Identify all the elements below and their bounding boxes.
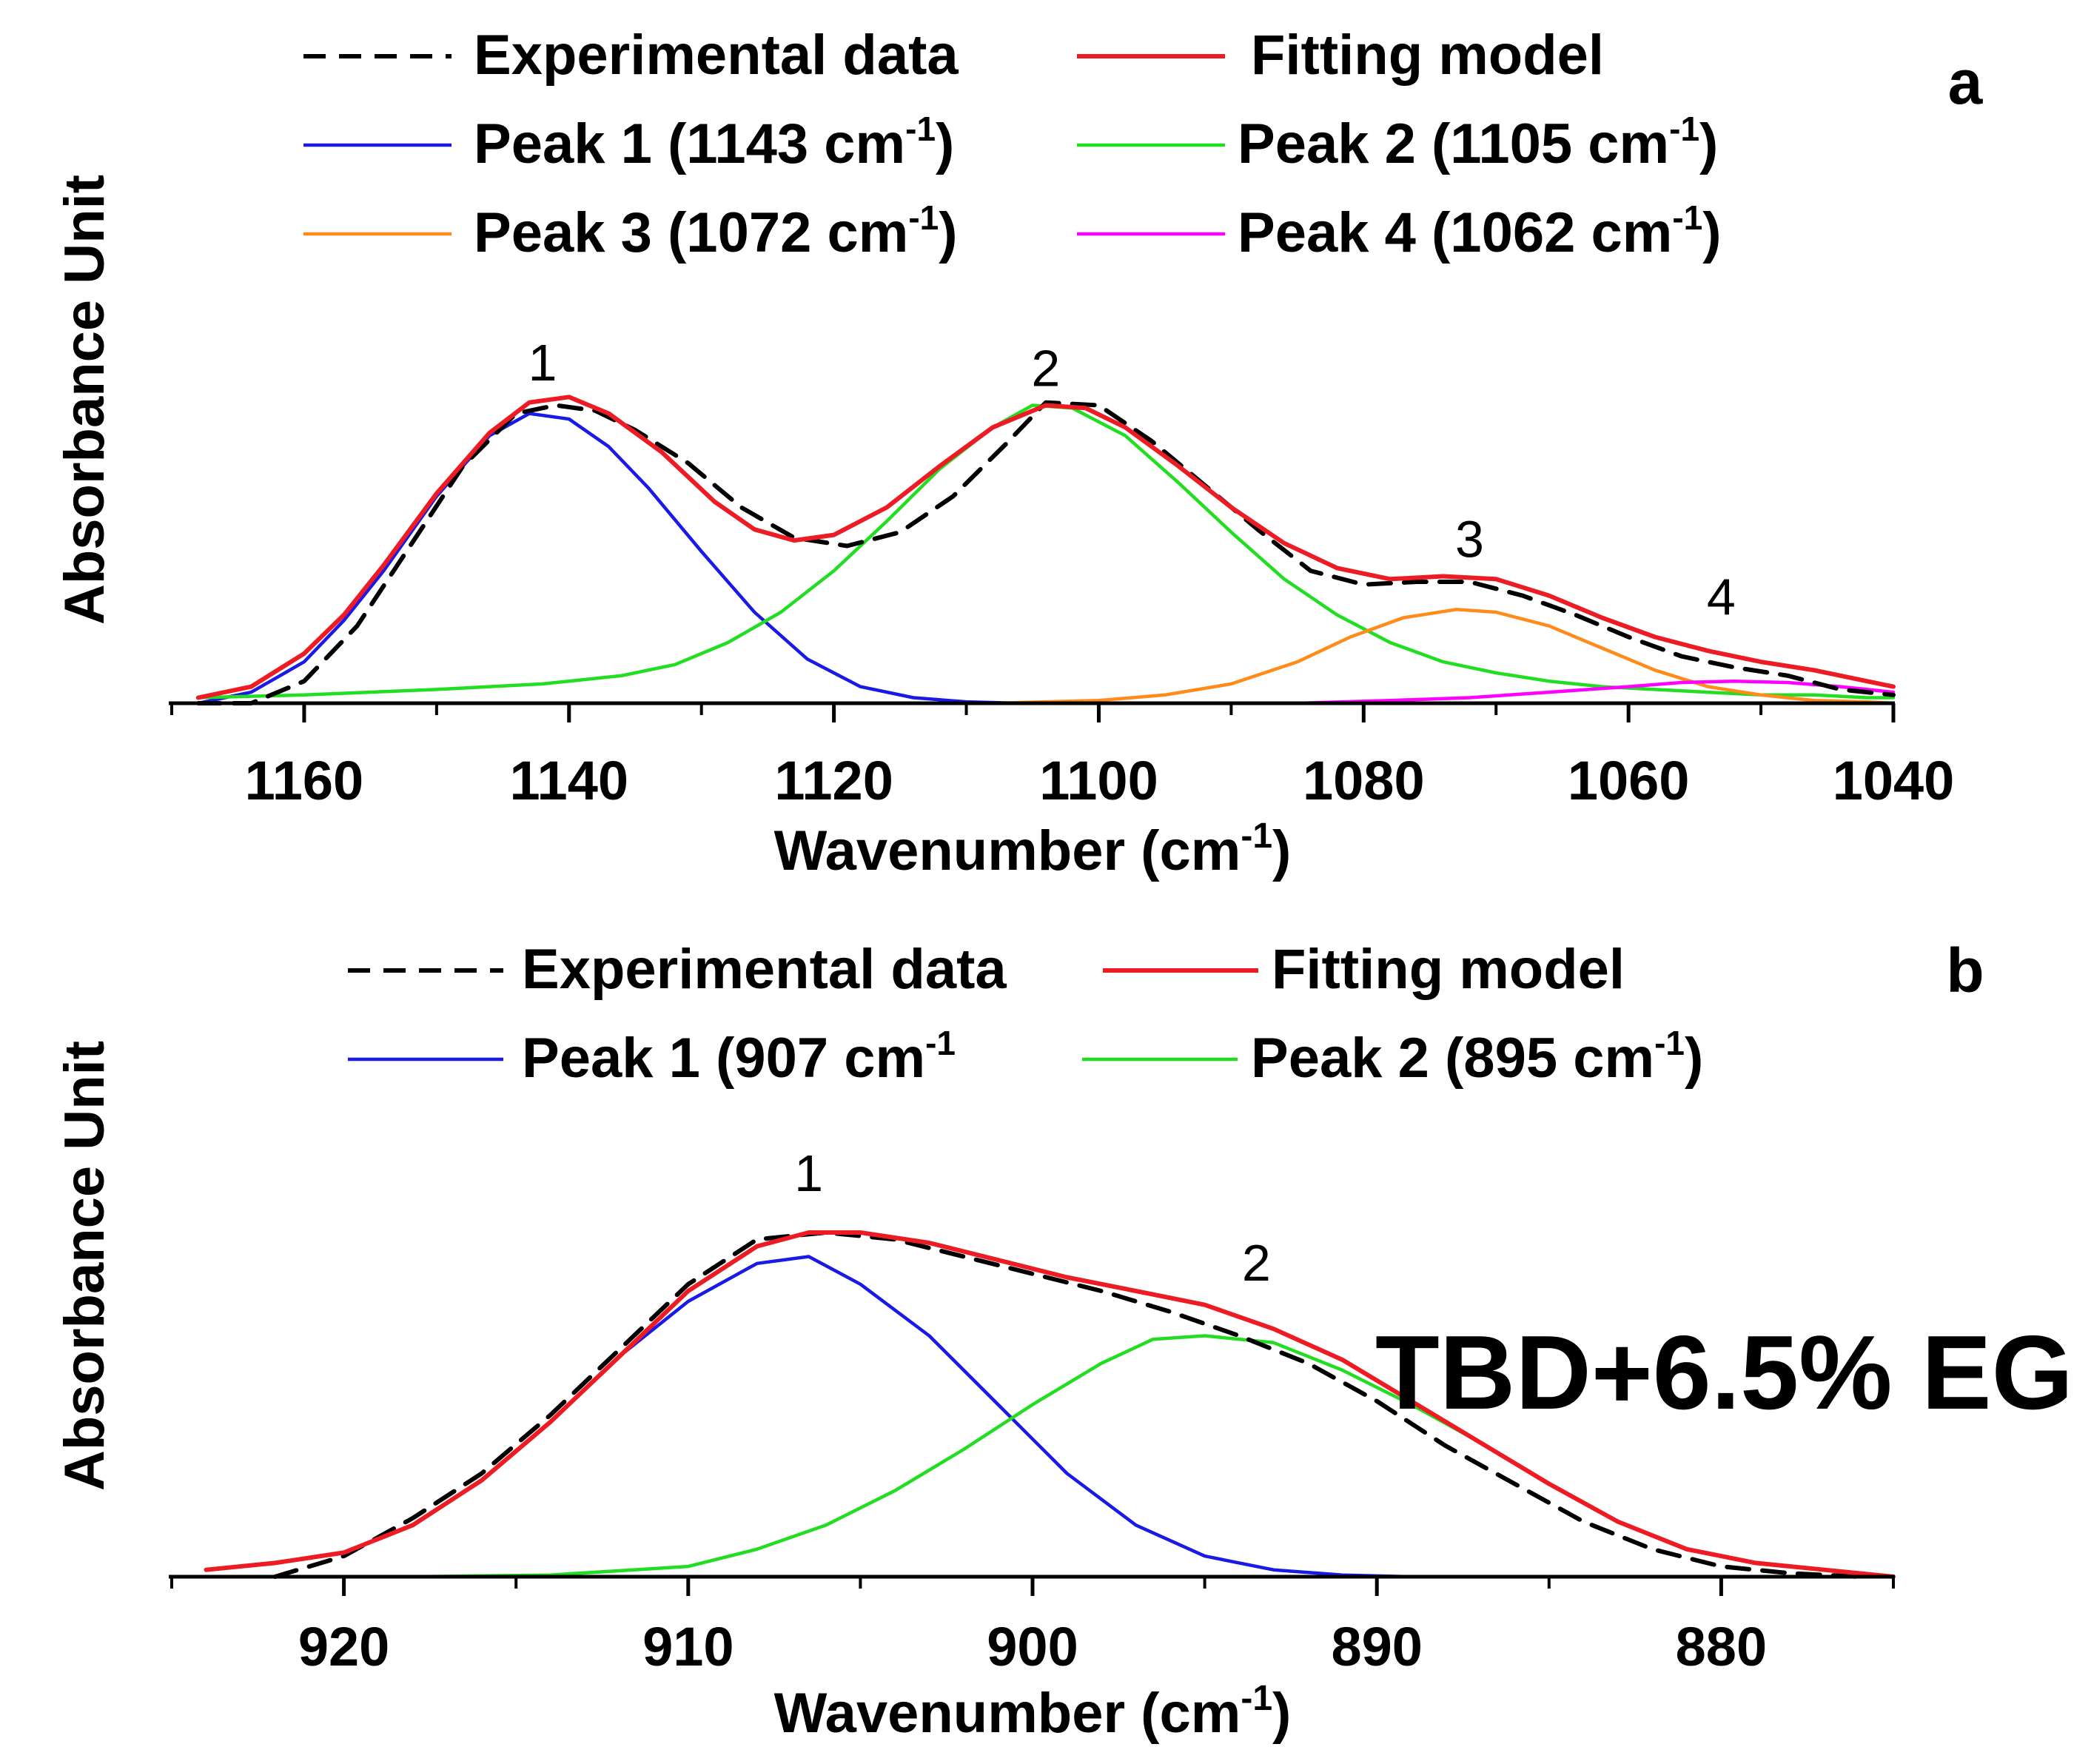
- panel-a-legend-text-sup: -1: [1672, 198, 1702, 237]
- panel-a-legend-text-main: Peak 4 (1062 cm: [1238, 201, 1672, 264]
- panel-b-sample-annotation: TBD+6.5% EG: [1375, 1314, 2073, 1432]
- panel-b-legend-entry-exp: Experimental data: [348, 938, 1007, 1001]
- panel-a-legend-entry-p4: Peak 4 (1062 cm-1): [1077, 198, 1722, 264]
- panel-a-legend-entry-p3: Peak 3 (1072 cm-1): [303, 198, 958, 264]
- panel-b-legend-entry-p2: Peak 2 (895 cm-1): [1082, 1024, 1703, 1090]
- panel-a-legend-text-main: Fitting model: [1251, 24, 1604, 87]
- panel-a-legend-text: Experimental data: [474, 24, 959, 87]
- panel-a-tick-label: 1080: [1303, 750, 1425, 811]
- panel-b-x-axis-label-text: Wavenumber (cm: [774, 1682, 1241, 1745]
- panel-a-plot-area: 1 2 3 4: [195, 334, 1896, 705]
- panel-a-peak-label: 3: [1455, 510, 1484, 568]
- panel-b-series-experimental-data: [272, 1230, 1862, 1579]
- panel-a-tick-label: 1160: [245, 750, 364, 811]
- panel-a-series-peak-1: [196, 412, 1101, 705]
- panel-a-legend-entry-p2: Peak 2 (1105 cm-1): [1077, 110, 1718, 175]
- panel-a-tick-label: 1040: [1833, 750, 1955, 811]
- panel-a-legend-text-end: ): [1699, 113, 1718, 175]
- panel-b-x-axis: 920 910 900 890 880: [169, 1574, 1895, 1677]
- panel-b-legend-text: Peak 2 (895 cm-1): [1251, 1024, 1703, 1090]
- panel-a-legend-text: Fitting model: [1251, 24, 1604, 87]
- panel-a-legend: Experimental data Fitting model Peak 1 (11…: [303, 24, 1722, 264]
- panel-b-label: b: [1946, 936, 1984, 1005]
- panel-a-tick-label: 1100: [1039, 750, 1158, 811]
- panel-b-peak-label: 2: [1242, 1234, 1271, 1292]
- panel-b-legend-text-sup: -1: [925, 1024, 956, 1062]
- panel-a-legend-text: Peak 4 (1062 cm-1): [1238, 198, 1722, 264]
- panel-b-legend-entry-fit: Fitting model: [1103, 938, 1625, 1001]
- panel-b-legend-text-end: ): [1685, 1027, 1703, 1090]
- panel-a-peak-label: 4: [1707, 569, 1736, 626]
- panel-a-legend-text: Peak 1 (1143 cm-1): [474, 110, 954, 175]
- panel-b-series-fitting-model: [204, 1230, 1896, 1579]
- panel-a-legend-text-main: Peak 3 (1072 cm: [474, 201, 908, 264]
- panel-a-label: a: [1948, 47, 1984, 117]
- panel-a-tick-label: 1060: [1568, 750, 1690, 811]
- panel-a-legend-text: Peak 3 (1072 cm-1): [474, 198, 958, 264]
- panel-b-legend-text-main: Peak 1 (907 cm: [522, 1027, 925, 1090]
- panel-a: 1 2 3 4 1160 1140 1120 1100 1080 1060 1040 a Abso…: [53, 24, 1984, 882]
- panel-b-legend-text: Experimental data: [522, 938, 1007, 1001]
- panel-b-legend: Experimental data Fitting model Peak 1 (90…: [348, 938, 1703, 1090]
- panel-a-series-peak-3: [991, 608, 1896, 705]
- panel-b-x-axis-label-end: ): [1272, 1682, 1291, 1745]
- panel-b-x-axis-label-sup: -1: [1241, 1679, 1272, 1718]
- panel-a-legend-text-end: ): [1702, 201, 1721, 264]
- panel-b-tick-label: 890: [1331, 1616, 1422, 1677]
- panel-b-legend-entry-p1: Peak 1 (907 cm-1: [348, 1024, 956, 1090]
- panel-a-legend-text-end: ): [936, 113, 954, 175]
- panel-a-legend-text-end: ): [939, 201, 957, 264]
- panel-a-legend-text-main: Peak 2 (1105 cm: [1238, 113, 1669, 175]
- panel-a-series-experimental-data: [195, 400, 1896, 705]
- panel-b-x-axis-label: Wavenumber (cm-1): [774, 1679, 1292, 1745]
- panel-a-series-peak-2: [196, 403, 1896, 700]
- panel-b-legend-text-main: Experimental data: [522, 938, 1007, 1001]
- panel-a-legend-entry-fit: Fitting model: [1077, 24, 1604, 87]
- panel-b: 12 920 910 900 890 880 b Absorbance Unit Wav…: [53, 936, 2073, 1745]
- panel-a-legend-text-sup: -1: [1669, 110, 1699, 148]
- panel-a-x-axis-label-sup: -1: [1241, 816, 1272, 856]
- panel-a-legend-text-main: Experimental data: [474, 24, 959, 87]
- panel-b-legend-text-main: Fitting model: [1272, 938, 1625, 1001]
- panel-b-tick-label: 880: [1676, 1616, 1767, 1677]
- panel-b-tick-label: 920: [298, 1616, 389, 1677]
- panel-a-legend-text-sup: -1: [905, 110, 936, 148]
- panel-a-series-fitting-model: [195, 395, 1896, 700]
- panel-b-legend-text: Fitting model: [1272, 938, 1625, 1001]
- panel-a-peak-label: 1: [528, 334, 557, 392]
- panel-a-legend-entry-p1: Peak 1 (1143 cm-1): [303, 110, 954, 175]
- panel-a-legend-entry-exp: Experimental data: [303, 24, 959, 87]
- panel-b-legend-text: Peak 1 (907 cm-1: [522, 1024, 956, 1090]
- panel-a-y-axis-label: Absorbance Unit: [53, 175, 116, 625]
- panel-a-legend-text-main: Peak 1 (1143 cm: [474, 113, 905, 175]
- panel-a-legend-text-sup: -1: [908, 198, 939, 237]
- panel-b-legend-text-main: Peak 2 (895 cm: [1251, 1027, 1654, 1090]
- panel-a-x-axis-label-text: Wavenumber (cm: [774, 819, 1241, 882]
- panel-b-tick-label: 910: [642, 1616, 734, 1677]
- panel-a-x-axis-label-end: ): [1272, 819, 1291, 882]
- panel-a-peak-label: 2: [1031, 339, 1060, 397]
- panel-a-legend-text: Peak 2 (1105 cm-1): [1238, 110, 1718, 175]
- panel-a-x-axis-label: Wavenumber (cm-1): [774, 816, 1292, 882]
- panel-a-x-axis: 1160 1140 1120 1100 1080 1060 1040: [169, 701, 1955, 811]
- panel-b-plot-area: 12: [204, 1144, 1896, 1579]
- panel-b-y-axis-label: Absorbance Unit: [53, 1041, 116, 1491]
- panel-b-tick-label: 900: [987, 1616, 1078, 1677]
- panel-a-tick-label: 1120: [774, 750, 893, 811]
- panel-b-peak-label: 1: [794, 1144, 823, 1202]
- panel-b-legend-text-sup: -1: [1654, 1024, 1685, 1062]
- panel-a-tick-label: 1140: [509, 750, 628, 811]
